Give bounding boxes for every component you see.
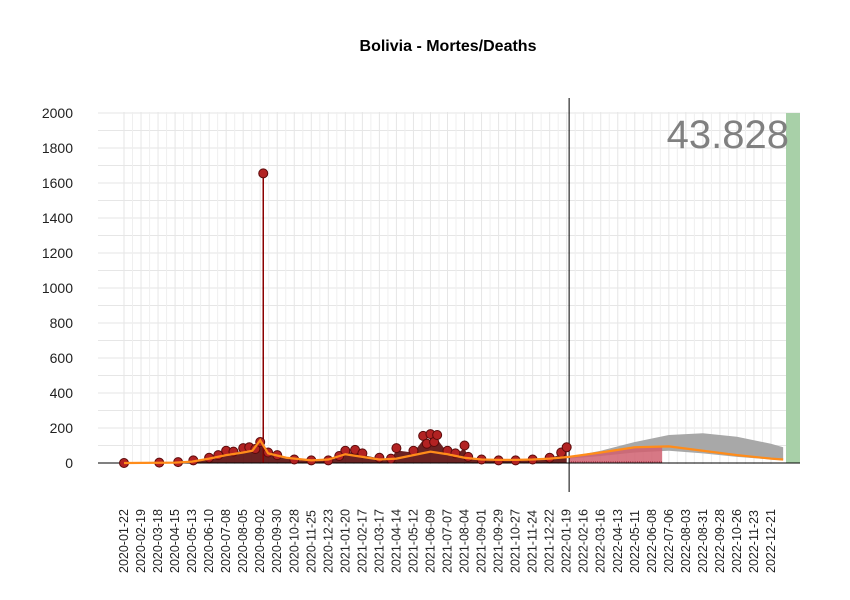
total-deaths-label: 43.828 — [667, 113, 789, 157]
y-tick-label: 600 — [50, 350, 74, 366]
points-group — [119, 168, 572, 468]
x-tick-label: 2022-02-16 — [577, 509, 591, 573]
x-tick-label: 2021-07-07 — [441, 509, 455, 573]
grid-group — [98, 112, 800, 464]
data-point — [561, 442, 572, 453]
y-tick-label: 400 — [50, 385, 74, 401]
data-point — [374, 452, 385, 463]
x-tick-label: 2021-05-12 — [406, 509, 420, 573]
x-tick-label: 2021-08-04 — [458, 509, 472, 573]
x-tick-label: 2021-12-22 — [543, 509, 557, 573]
x-tick-label: 2022-08-03 — [679, 509, 693, 573]
x-tick-label: 2021-04-14 — [389, 509, 403, 573]
x-tick-label: 2020-11-25 — [304, 510, 318, 573]
x-tick-label: 2022-10-26 — [730, 509, 744, 573]
y-tick-label: 1200 — [42, 245, 73, 261]
x-tick-label: 2022-09-28 — [713, 509, 727, 573]
x-ticks: 2020-01-22 2020-02-19 2020-03-18 2020-04-15… — [117, 509, 778, 573]
x-tick-label: 2021-11-24 — [526, 510, 540, 573]
data-point — [258, 168, 269, 179]
chart-title: Bolivia - Mortes/Deaths — [359, 38, 537, 55]
x-tick-label: 2022-04-13 — [611, 509, 625, 573]
x-tick-label: 2020-08-05 — [236, 509, 250, 573]
x-tick-label: 2020-09-02 — [253, 509, 267, 573]
y-tick-label: 1800 — [42, 140, 73, 156]
total-bar — [786, 113, 800, 463]
x-tick-label: 2020-12-23 — [321, 509, 335, 573]
x-tick-label: 2022-08-31 — [696, 509, 710, 573]
y-tick-label: 0 — [65, 455, 73, 471]
trend-line — [123, 438, 784, 465]
x-tick-label: 2020-05-13 — [185, 509, 199, 573]
x-tick-label: 2022-12-21 — [764, 509, 778, 573]
x-tick-label: 2022-05-11 — [628, 510, 642, 573]
y-tick-label: 2000 — [42, 105, 73, 121]
data-point — [391, 443, 402, 454]
x-tick-label: 2021-01-20 — [338, 509, 352, 573]
y-tick-label: 200 — [50, 420, 74, 436]
y-tick-label: 1000 — [42, 280, 73, 296]
data-point — [432, 430, 443, 440]
x-tick-label: 2021-10-27 — [509, 509, 523, 573]
x-tick-label: 2020-10-28 — [287, 509, 301, 573]
x-tick-label: 2021-09-29 — [492, 509, 506, 573]
x-tick-label: 2022-06-08 — [645, 509, 659, 573]
x-tick-label: 2021-09-01 — [475, 509, 489, 573]
x-tick-label: 2020-07-08 — [219, 509, 233, 573]
x-tick-label: 2021-03-17 — [372, 509, 386, 573]
x-tick-label: 2022-03-16 — [594, 509, 608, 573]
x-tick-label: 2020-06-10 — [202, 509, 216, 573]
x-tick-label: 2021-06-09 — [423, 509, 437, 573]
x-tick-label: 2022-11-23 — [747, 510, 761, 573]
x-tick-label: 2020-04-15 — [168, 509, 182, 573]
x-tick-label: 2020-09-30 — [270, 509, 284, 573]
y-ticks: 0 200 400 600 800 1000 1200 1400 1600 1800 2000 — [42, 105, 73, 471]
x-tick-label: 2022-01-19 — [560, 509, 574, 573]
x-tick-label: 2020-03-18 — [151, 509, 165, 573]
y-tick-label: 800 — [50, 315, 74, 331]
x-tick-label: 2020-02-19 — [134, 509, 148, 573]
x-tick-label: 2022-07-06 — [662, 509, 676, 573]
y-tick-label: 1600 — [42, 175, 73, 191]
data-point — [459, 440, 470, 451]
x-tick-label: 2020-01-22 — [117, 509, 131, 573]
observed-area — [569, 446, 663, 463]
y-tick-label: 1400 — [42, 210, 73, 226]
x-tick-label: 2021-02-17 — [355, 509, 369, 573]
